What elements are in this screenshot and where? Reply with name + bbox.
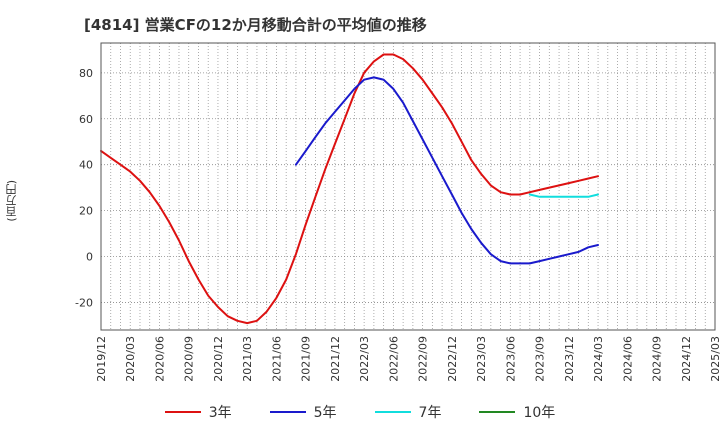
y-tick-label: -20 — [75, 296, 93, 309]
legend-swatch — [269, 411, 306, 413]
x-tick-label: 2022/12 — [446, 336, 459, 382]
legend-label: 5年 — [313, 405, 337, 421]
y-axis-ticks: -20 0 20 40 60 80 — [75, 67, 93, 310]
x-tick-label: 2023/03 — [475, 336, 488, 382]
legend-item: 10年 — [479, 402, 555, 422]
legend: 3年 5年 7年 10年 — [0, 402, 720, 422]
legend-item: 7年 — [374, 402, 442, 422]
x-axis-ticks: 2019/12 2020/03 2020/06 2020/09 2020/12 2021/… — [95, 336, 720, 382]
x-tick-label: 2025/03 — [709, 336, 720, 382]
legend-swatch — [479, 411, 516, 413]
x-tick-label: 2021/09 — [300, 336, 313, 382]
x-tick-label: 2023/06 — [504, 336, 517, 382]
x-tick-label: 2024/03 — [592, 336, 605, 382]
x-tick-label: 2024/06 — [621, 336, 634, 382]
grid-lines — [101, 43, 715, 330]
x-tick-label: 2020/03 — [124, 336, 137, 382]
y-tick-label: 0 — [86, 251, 93, 264]
plot-area — [100, 42, 716, 331]
x-tick-label: 2020/12 — [212, 336, 225, 382]
x-tick-label: 2022/06 — [387, 336, 400, 382]
legend-item: 3年 — [164, 402, 232, 422]
y-tick-label: 20 — [79, 205, 93, 218]
x-tick-label: 2022/09 — [417, 336, 430, 382]
x-tick-label: 2020/06 — [153, 336, 166, 382]
series-line-0 — [100, 53, 599, 325]
y-tick-label: 40 — [79, 159, 93, 172]
series-line-1 — [294, 76, 599, 265]
chart-title: [4814] 営業CFの12か月移動合計の平均値の推移 — [84, 16, 427, 34]
line-chart: -20 0 20 40 60 80 2019/12 2020/03 2020/06 2020/0… — [75, 42, 720, 382]
x-tick-label: 2023/09 — [534, 336, 547, 382]
legend-swatch — [374, 411, 411, 413]
legend-label: 10年 — [523, 405, 556, 421]
x-tick-label: 2022/03 — [358, 336, 371, 382]
x-tick-label: 2023/12 — [563, 336, 576, 382]
x-tick-label: 2024/09 — [651, 336, 664, 382]
legend-label: 7年 — [418, 405, 442, 421]
legend-label: 3年 — [208, 405, 232, 421]
x-tick-label: 2020/09 — [183, 336, 196, 382]
legend-item: 5年 — [269, 402, 337, 422]
y-tick-label: 80 — [79, 67, 93, 80]
x-tick-label: 2019/12 — [95, 336, 108, 382]
series-layer — [100, 53, 599, 325]
series-line-2 — [528, 193, 599, 198]
y-tick-label: 60 — [79, 113, 93, 126]
x-tick-label: 2021/06 — [270, 336, 283, 382]
x-tick-label: 2021/03 — [241, 336, 254, 382]
x-tick-label: 2024/12 — [680, 336, 693, 382]
legend-swatch — [164, 411, 201, 413]
x-tick-label: 2021/12 — [329, 336, 342, 382]
